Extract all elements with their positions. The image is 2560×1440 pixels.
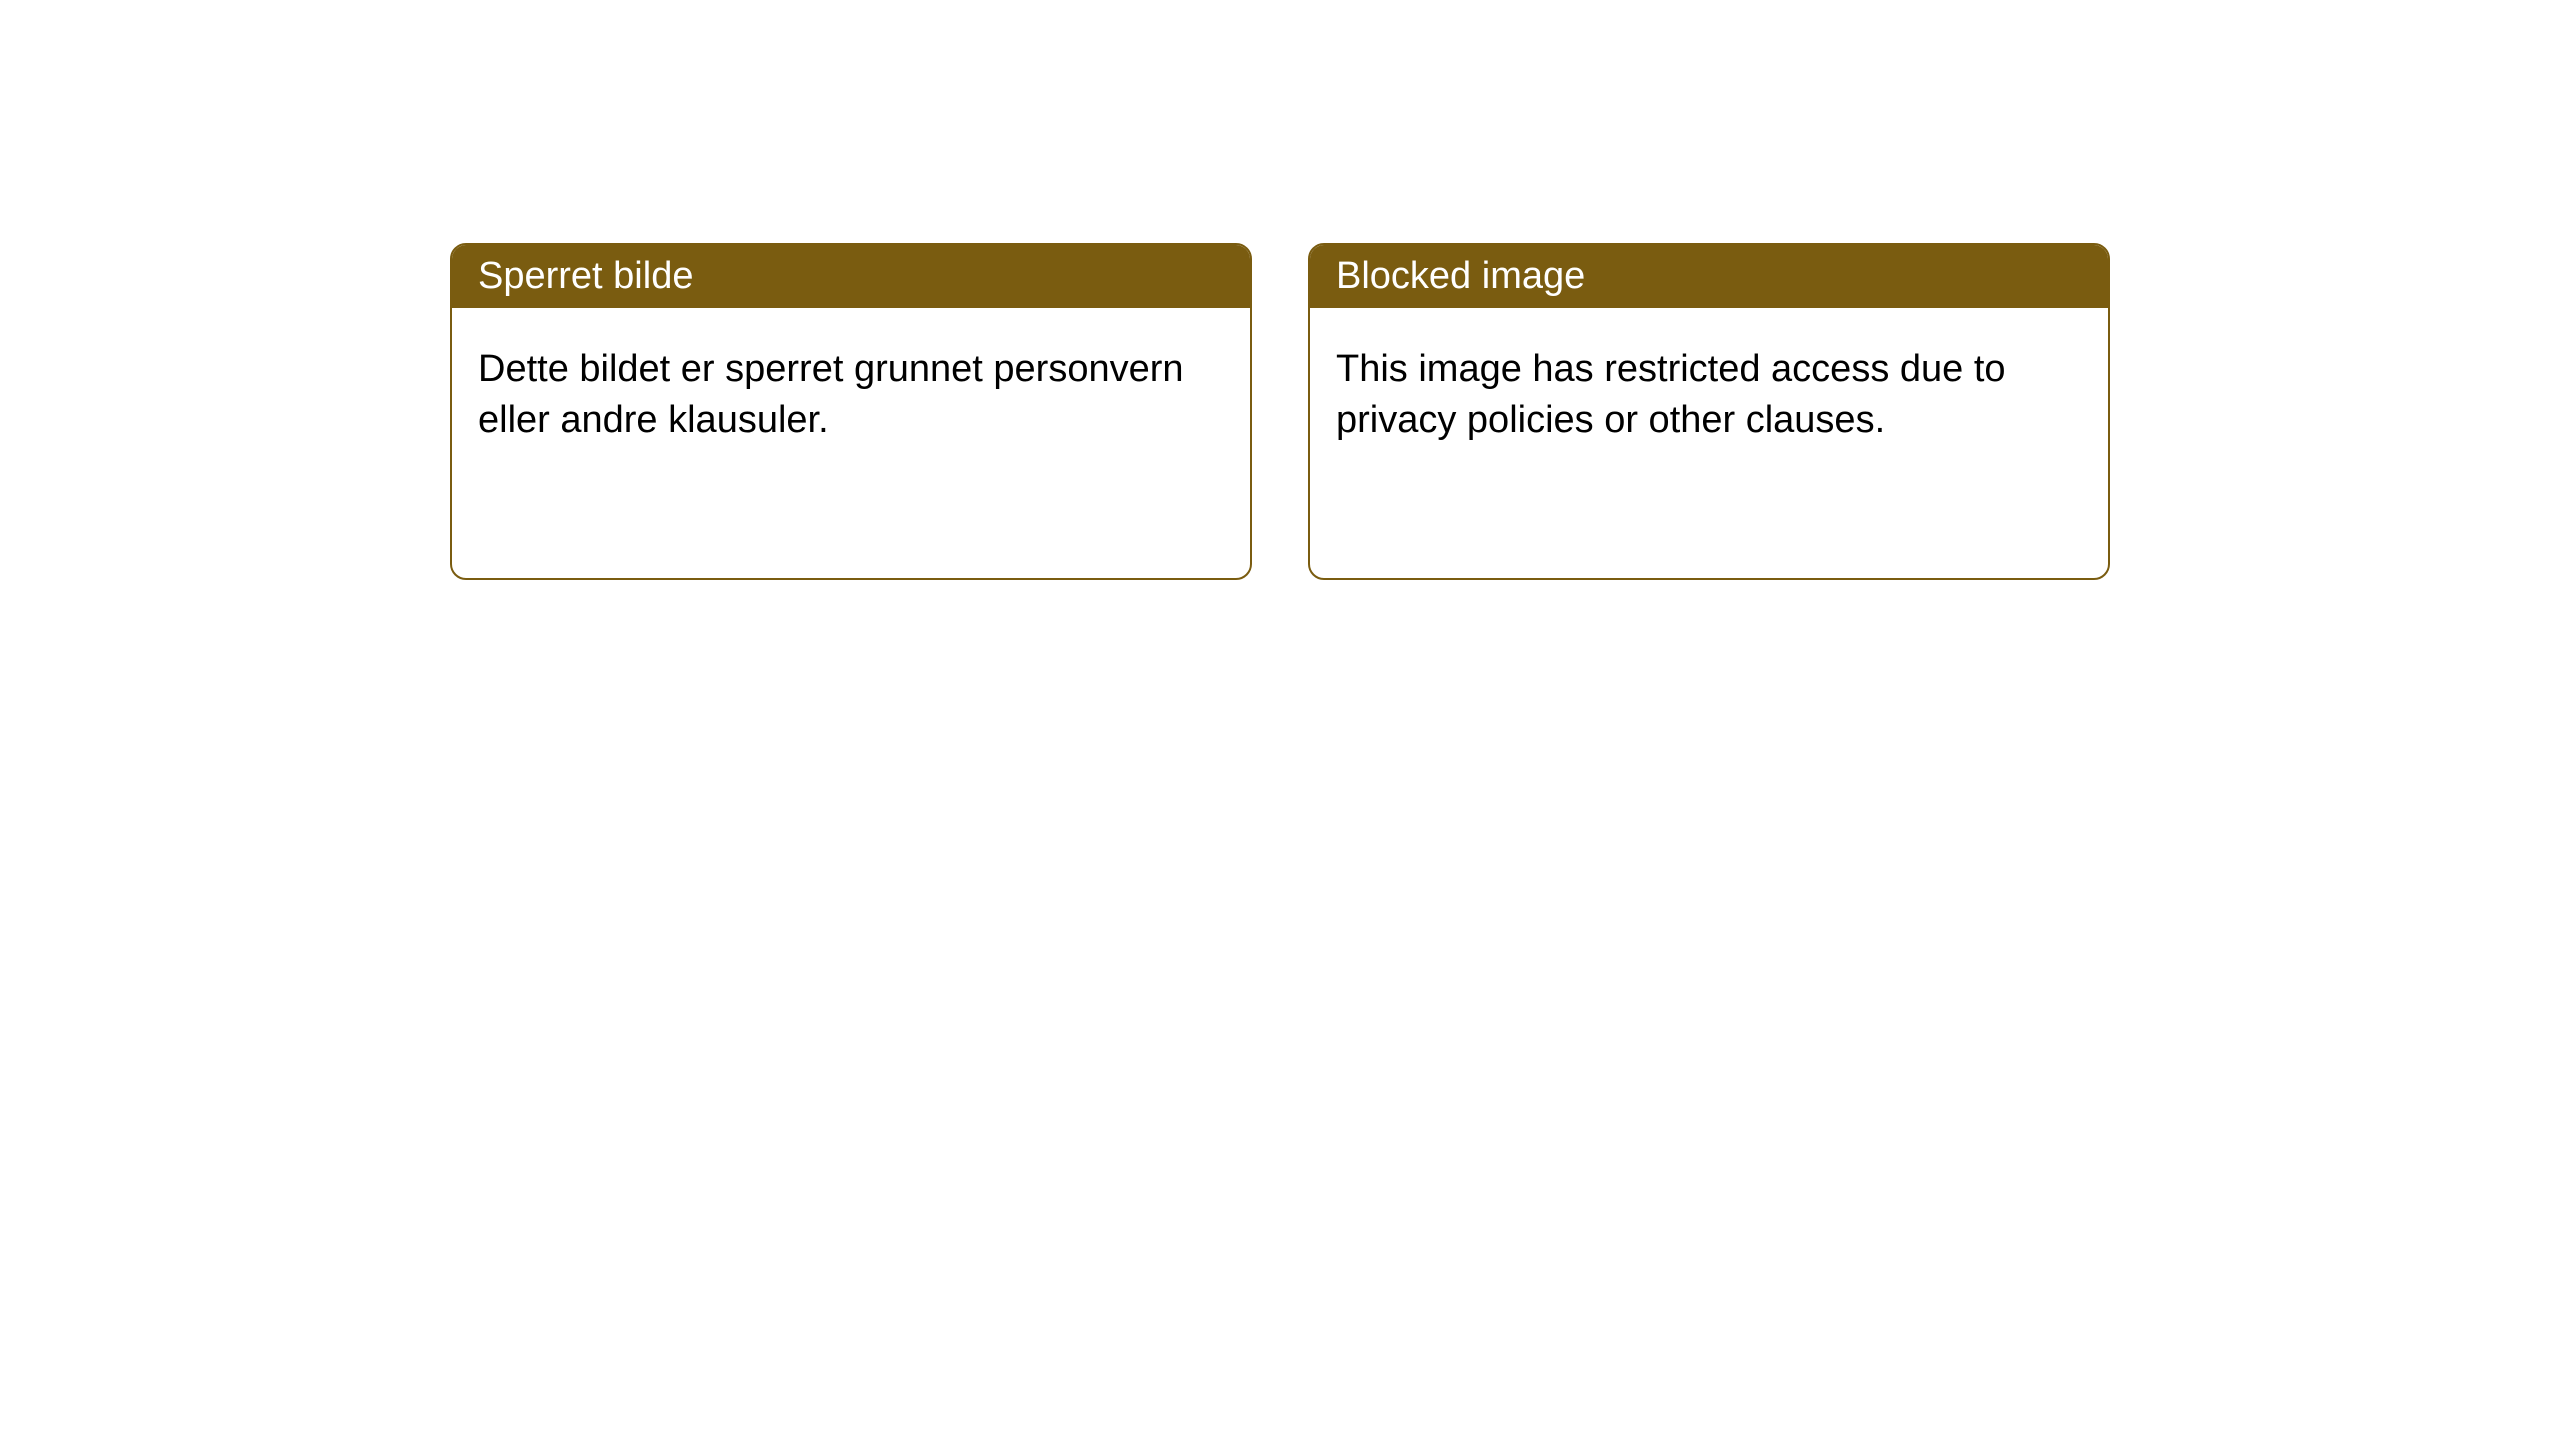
notice-body: This image has restricted access due to …	[1310, 308, 2108, 578]
notice-header: Blocked image	[1310, 245, 2108, 308]
notice-body: Dette bildet er sperret grunnet personve…	[452, 308, 1250, 578]
notice-container: Sperret bilde Dette bildet er sperret gr…	[0, 0, 2560, 580]
notice-card-norwegian: Sperret bilde Dette bildet er sperret gr…	[450, 243, 1252, 580]
notice-card-english: Blocked image This image has restricted …	[1308, 243, 2110, 580]
notice-header: Sperret bilde	[452, 245, 1250, 308]
